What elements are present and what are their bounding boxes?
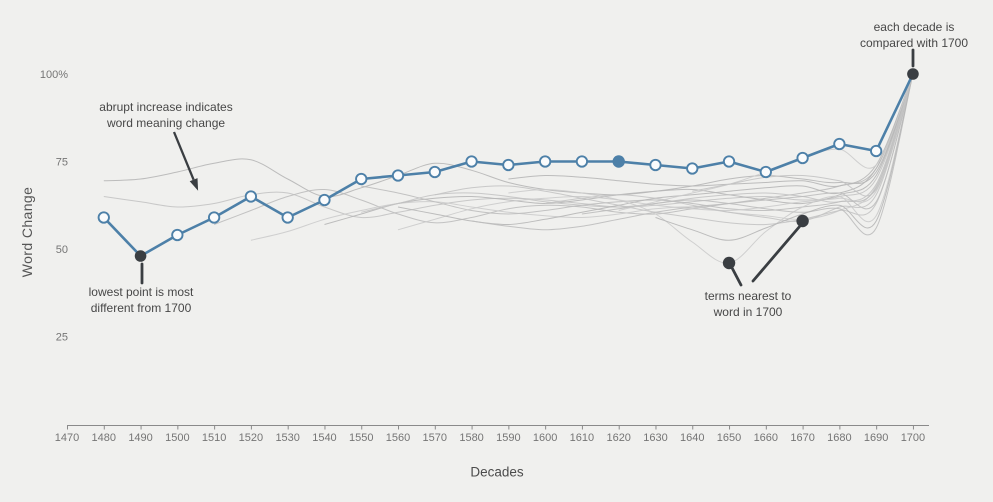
- annotation-decade-compare: each decade is compared with 1700: [860, 19, 968, 51]
- background-highlight-dot: [796, 214, 809, 228]
- annotation-text-line: word meaning change: [106, 116, 226, 130]
- x-axis-tick-label: 1600: [533, 432, 557, 444]
- background-line: [581, 73, 914, 236]
- x-axis-tick-label: 1560: [386, 432, 410, 444]
- y-axis-tick-label: 100%: [40, 69, 68, 81]
- data-point-marker[interactable]: [649, 158, 662, 172]
- annotation-text-line: each decade is: [873, 20, 955, 34]
- y-axis-tick-label: 50: [56, 244, 68, 256]
- annotation-arrow-line: [172, 131, 195, 181]
- background-line: [508, 73, 914, 188]
- x-axis-tick-label: 1660: [754, 432, 778, 444]
- x-axis-tick-label: 1540: [312, 432, 336, 444]
- x-axis-title: Decades: [470, 464, 524, 480]
- background-line: [655, 73, 914, 241]
- annotation-text-line: lowest point is most: [88, 285, 194, 299]
- data-point-marker[interactable]: [465, 155, 478, 168]
- annotation-pointers-group: [140, 48, 915, 287]
- data-point-marker[interactable]: [502, 158, 515, 172]
- x-axis-tick-label: 1520: [239, 432, 263, 444]
- background-line: [545, 73, 914, 222]
- data-point-marker[interactable]: [575, 155, 589, 168]
- x-axis-tick-label: 1690: [864, 432, 888, 444]
- annotation-pointer-line: [728, 262, 743, 287]
- x-axis-tick-label: 1490: [128, 432, 152, 444]
- y-axis-group: 100% 75 50 25: [40, 69, 68, 344]
- x-axis-tick-label: 1550: [349, 432, 373, 444]
- data-point-marker[interactable]: [538, 155, 552, 168]
- y-axis-title: Word Change: [19, 186, 35, 278]
- data-point-marker[interactable]: [318, 193, 331, 207]
- annotation-pointer-line: [751, 224, 802, 283]
- data-point-marker[interactable]: [796, 151, 809, 165]
- x-axis-tick-label: 1500: [165, 432, 189, 444]
- data-point-marker[interactable]: [355, 172, 368, 186]
- x-axis-tick-label: 1700: [901, 432, 925, 444]
- x-axis-tick-label: 1670: [790, 432, 814, 444]
- background-lines-group: [103, 73, 914, 264]
- x-axis-tick-label: 1580: [459, 432, 483, 444]
- data-point-marker[interactable]: [870, 144, 883, 158]
- x-axis-tick-label: 1650: [717, 432, 741, 444]
- annotation-text-line: different from 1700: [90, 301, 192, 315]
- x-axis-tick-label: 1640: [680, 432, 704, 444]
- data-point-marker[interactable]: [759, 165, 772, 179]
- highlighted-point-dark[interactable]: [907, 68, 919, 80]
- annotation-text-line: terms nearest to: [704, 289, 792, 303]
- x-axis-tick-label: 1630: [643, 432, 667, 444]
- background-line: [508, 73, 914, 264]
- x-axis-tick-label: 1510: [202, 432, 226, 444]
- x-axis-tick-label: 1530: [275, 432, 299, 444]
- data-point-marker[interactable]: [686, 162, 699, 175]
- highlighted-point-dark[interactable]: [134, 250, 147, 262]
- background-line: [213, 73, 914, 225]
- y-axis-tick-label: 75: [56, 157, 68, 169]
- data-point-marker[interactable]: [97, 211, 110, 224]
- annotation-text-line: abrupt increase indicates: [99, 100, 233, 114]
- data-point-marker[interactable]: [207, 211, 221, 224]
- annotation-abrupt-increase: abrupt increase indicates word meaning c…: [99, 99, 232, 131]
- background-line: [361, 73, 914, 213]
- data-point-marker[interactable]: [244, 190, 258, 203]
- x-axis-tick-label: 1470: [55, 432, 79, 444]
- data-point-marker[interactable]: [281, 211, 294, 224]
- x-axis-tick-label: 1680: [827, 432, 851, 444]
- data-point-marker[interactable]: [722, 155, 736, 168]
- annotation-text-line: word in 1700: [713, 305, 783, 319]
- x-axis-tick-label: 1590: [496, 432, 520, 444]
- background-line: [250, 73, 914, 241]
- x-axis-tick-label: 1570: [423, 432, 447, 444]
- data-point-marker[interactable]: [171, 228, 184, 242]
- data-point-marker[interactable]: [391, 169, 405, 182]
- background-line: [692, 73, 914, 197]
- annotation-terms-nearest: terms nearest to word in 1700: [705, 288, 792, 320]
- background-line: [397, 73, 914, 231]
- annotation-lowest-point: lowest point is most different from 1700: [89, 284, 194, 316]
- x-axis-group: 1470 1480 1490 1500 1510 1520 1530 1540 1550 1560…: [55, 425, 929, 444]
- main-series-group: [97, 68, 919, 262]
- annotation-text-line: compared with 1700: [859, 36, 969, 50]
- data-point-marker[interactable]: [428, 165, 441, 179]
- background-line: [103, 73, 914, 219]
- x-axis-tick-label: 1610: [570, 432, 594, 444]
- background-line: [103, 73, 914, 198]
- x-axis-tick-label: 1620: [606, 432, 630, 444]
- annotation-arrowhead: [189, 178, 199, 191]
- y-axis-tick-label: 25: [56, 332, 68, 344]
- highlighted-point-blue[interactable]: [612, 155, 625, 168]
- data-point-marker[interactable]: [833, 137, 846, 151]
- x-axis-tick-label: 1480: [92, 432, 116, 444]
